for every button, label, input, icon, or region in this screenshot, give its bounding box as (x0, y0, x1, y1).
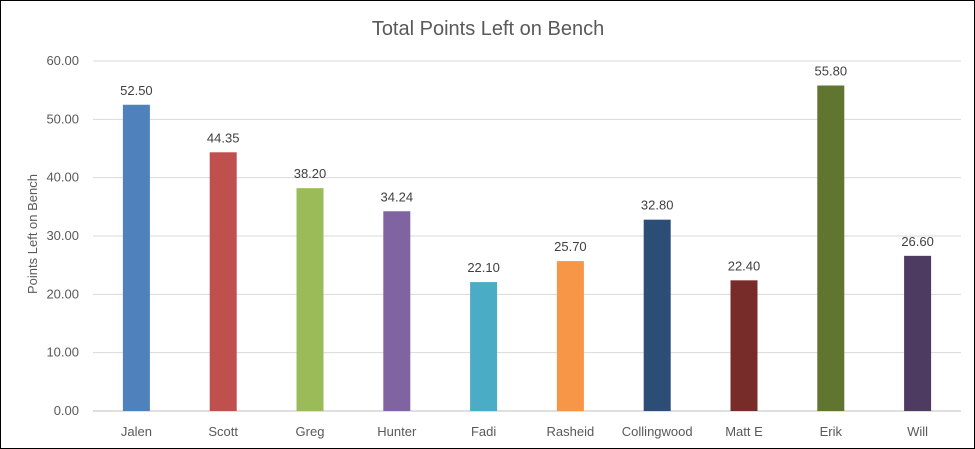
data-label: 55.80 (815, 64, 848, 79)
y-tick-label: 50.00 (46, 111, 79, 126)
bar-will (904, 255, 932, 411)
y-tick-label: 30.00 (46, 228, 79, 243)
data-labels: 52.50 44.35 38.20 34.24 22.10 25.70 32.80 22.40… (120, 64, 934, 276)
data-label: 52.50 (120, 83, 153, 98)
x-tick-label: Jalen (121, 424, 152, 439)
data-label: 38.20 (294, 166, 327, 181)
data-label: 26.60 (901, 234, 934, 249)
bar-jalen (122, 104, 150, 411)
y-tick-label: 60.00 (46, 53, 79, 68)
bar-matt-e (730, 280, 758, 411)
y-tick-label: 10.00 (46, 345, 79, 360)
y-tick-label: 0.00 (54, 403, 79, 418)
x-tick-label: Collingwood (622, 424, 693, 439)
x-tick-label: Will (907, 424, 928, 439)
bar-erik (817, 85, 845, 411)
data-label: 34.24 (381, 189, 414, 204)
x-tick-label: Scott (208, 424, 238, 439)
x-tick-label: Fadi (471, 424, 496, 439)
y-axis-ticks: 0.00 10.00 20.00 30.00 40.00 50.00 60.00 (46, 53, 79, 418)
bars (122, 85, 932, 411)
x-tick-label: Rasheid (547, 424, 595, 439)
data-label: 25.70 (554, 239, 587, 254)
bar-greg (296, 188, 324, 411)
data-label: 44.35 (207, 130, 240, 145)
data-label: 22.40 (728, 258, 761, 273)
bar-fadi (470, 282, 498, 411)
y-tick-label: 20.00 (46, 286, 79, 301)
y-tick-label: 40.00 (46, 170, 79, 185)
x-tick-label: Greg (296, 424, 325, 439)
bar-collingwood (643, 219, 671, 411)
bar-scott (209, 152, 237, 411)
x-axis-categories: Jalen Scott Greg Hunter Fadi Rasheid Collingwo… (121, 424, 928, 439)
data-label: 32.80 (641, 198, 674, 213)
data-label: 22.10 (467, 260, 500, 275)
y-axis-label: Points Left on Bench (25, 174, 40, 294)
bar-hunter (383, 211, 411, 411)
x-tick-label: Matt E (725, 424, 763, 439)
chart-title: Total Points Left on Bench (372, 18, 604, 40)
x-tick-label: Hunter (377, 424, 417, 439)
x-tick-label: Erik (820, 424, 843, 439)
gridlines (93, 60, 961, 412)
bar-rasheid (556, 261, 584, 411)
